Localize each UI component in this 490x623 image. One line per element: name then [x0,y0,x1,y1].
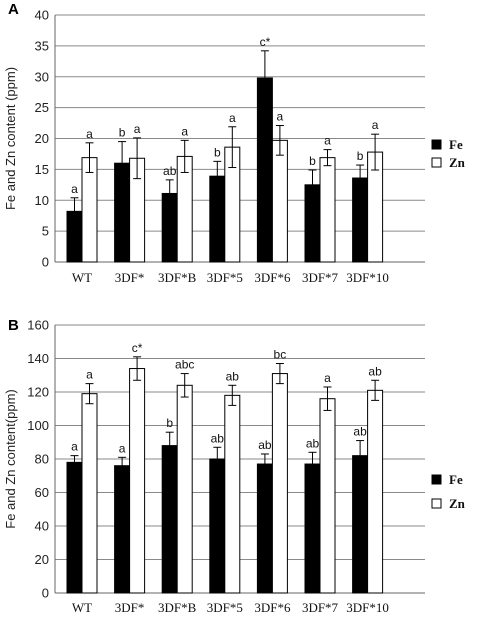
category-label: 3DF*6 [254,600,291,615]
y-tick-label: 120 [27,385,49,400]
significance-label: b [214,145,221,159]
y-tick-label: 0 [42,586,49,601]
significance-label: c* [132,341,143,355]
category-label: 3DF* [115,270,145,285]
bar-fe [209,458,226,594]
panel-label: A [8,1,19,18]
significance-label: a [71,440,78,454]
legend-label: Zn [449,155,466,170]
legend-swatch [431,139,442,150]
significance-label: ab [306,436,320,450]
category-label: 3DF*10 [346,270,389,285]
legend-swatch [431,157,442,168]
significance-label: b [309,154,316,168]
y-tick-label: 35 [35,38,49,53]
bar-zn [81,157,98,263]
bar-zn [271,373,288,594]
y-tick-label: 160 [27,318,49,333]
y-tick-label: 40 [35,8,49,23]
category-label: 3DF*5 [207,600,243,615]
significance-label: a [277,110,284,124]
significance-label: ab [226,369,240,383]
y-tick-label: 30 [35,69,49,84]
category-label: 3DF*5 [207,270,243,285]
category-label: 3DF*6 [254,270,291,285]
y-tick-label: 25 [35,100,49,115]
bar-zn [367,389,384,594]
y-tick-label: 20 [35,131,49,146]
legend-label: Fe [449,137,463,152]
bar-fe [256,463,273,594]
significance-label: b [357,149,364,163]
y-tick-label: 10 [35,193,49,208]
significance-label: a [324,134,331,148]
significance-label: b [119,126,126,140]
significance-label: a [229,111,236,125]
bar-zn [81,393,98,594]
significance-label: a [71,182,78,196]
bar-fe [304,463,321,594]
significance-label: b [166,416,173,430]
bar-fe [161,445,178,594]
category-label: 3DF*7 [302,270,339,285]
legend-swatch [431,474,442,485]
category-label: WT [72,270,92,285]
legend-swatch [431,498,442,509]
y-axis-label: Fe and Zn content(ppm) [3,389,18,528]
legend-label: Zn [449,496,466,511]
significance-label: ab [368,364,382,378]
y-axis-label: Fe and Zn content (ppm) [3,67,18,210]
bar-zn [224,394,241,594]
category-label: 3DF*B [158,270,197,285]
y-tick-label: 140 [27,351,49,366]
significance-label: ab [163,164,177,178]
y-tick-label: 20 [35,552,49,567]
bar-zn [176,384,193,594]
category-label: 3DF*B [158,600,197,615]
significance-label: c* [260,35,271,49]
category-label: 3DF*7 [302,600,339,615]
y-tick-label: 100 [27,418,49,433]
significance-label: abc [175,358,194,372]
panel-label: B [8,317,19,334]
significance-label: a [134,122,141,136]
bar-zn [271,139,288,263]
significance-label: a [372,118,379,132]
legend-label: Fe [449,472,463,487]
category-label: 3DF* [115,600,145,615]
significance-label: ab [353,425,367,439]
y-tick-label: 0 [42,255,49,270]
y-tick-label: 5 [42,224,49,239]
category-label: WT [72,600,92,615]
significance-label: a [86,127,93,141]
y-tick-label: 80 [35,452,49,467]
significance-label: a [181,124,188,138]
bar-fe [352,455,369,594]
y-tick-label: 15 [35,162,49,177]
significance-label: a [119,441,126,455]
significance-label: a [86,368,93,382]
bar-zn [319,398,336,594]
significance-label: ab [258,438,272,452]
y-tick-label: 40 [35,519,49,534]
bar-zn [129,368,146,594]
bar-fe [114,465,131,594]
significance-label: bc [274,348,287,362]
significance-label: ab [211,431,225,445]
y-tick-label: 60 [35,485,49,500]
bar-zn [319,157,336,263]
significance-label: a [324,371,331,385]
category-label: 3DF*10 [346,600,389,615]
bar-fe [66,461,83,594]
